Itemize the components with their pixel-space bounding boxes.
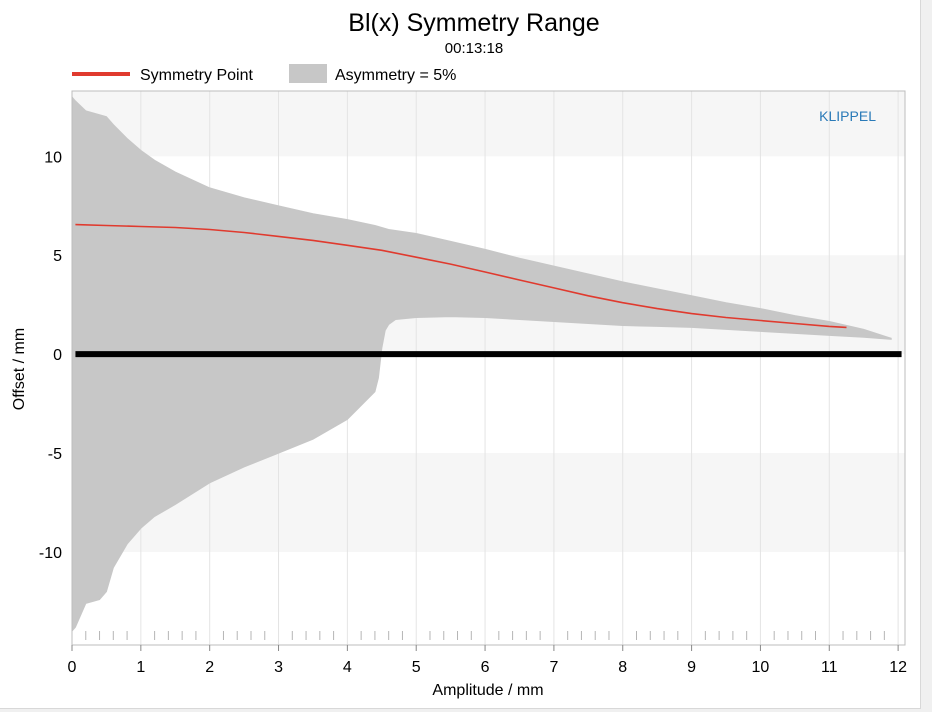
x-tick-label-10: 10: [752, 659, 770, 676]
x-tick-label-12: 12: [889, 659, 907, 676]
grid-band-0: [72, 91, 905, 157]
x-tick-label-0: 0: [68, 659, 77, 676]
asymmetry-band-area: [71, 95, 892, 633]
legend-asymmetry-label: Asymmetry = 5%: [335, 67, 456, 84]
chart-title: Bl(x) Symmetry Range: [348, 9, 599, 37]
y-tick-label-10: 10: [44, 149, 62, 166]
x-tick-label-1: 1: [136, 659, 145, 676]
y-tick-label--10: -10: [39, 545, 62, 562]
x-tick-label-8: 8: [618, 659, 627, 676]
y-tick-label-5: 5: [53, 248, 62, 265]
x-tick-label-11: 11: [821, 659, 838, 676]
plot-border: [71, 90, 906, 646]
x-tick-label-3: 3: [274, 659, 283, 676]
x-tick-label-9: 9: [687, 659, 696, 676]
plot-area: [71, 90, 906, 651]
x-tick-label-2: 2: [205, 659, 214, 676]
chart-subtitle: 00:13:18: [445, 40, 503, 57]
legend: Symmetry Point Asymmetry = 5%: [72, 64, 456, 84]
klippel-watermark: KLIPPEL: [819, 108, 876, 124]
y-axis-label: Offset / mm: [11, 328, 28, 410]
y-tick-label--5: -5: [48, 446, 62, 463]
symmetry-point-line: [75, 223, 847, 329]
x-axis-label: Amplitude / mm: [432, 682, 543, 699]
legend-symmetry-label: Symmetry Point: [140, 67, 253, 84]
x-tick-label-7: 7: [549, 659, 558, 676]
legend-asymmetry-swatch: [289, 64, 327, 83]
x-tick-label-5: 5: [412, 659, 421, 676]
x-tick-label-6: 6: [481, 659, 490, 676]
x-tick-label-4: 4: [343, 659, 352, 676]
y-tick-label-0: 0: [53, 347, 62, 364]
